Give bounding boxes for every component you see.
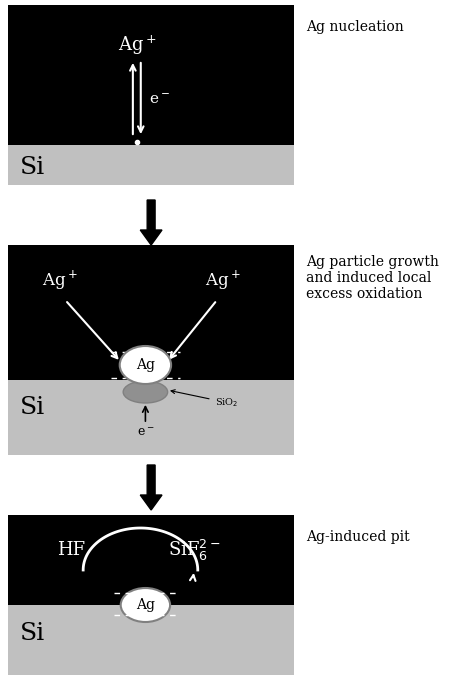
Text: Ag$^+$: Ag$^+$ bbox=[118, 33, 156, 56]
Text: Ag: Ag bbox=[136, 598, 155, 612]
Text: e$^-$: e$^-$ bbox=[137, 426, 154, 439]
Ellipse shape bbox=[121, 588, 170, 622]
Text: SiO$_2$: SiO$_2$ bbox=[171, 390, 238, 409]
Text: Si: Si bbox=[20, 396, 45, 420]
FancyArrow shape bbox=[140, 465, 162, 510]
Text: HF: HF bbox=[57, 541, 85, 559]
Ellipse shape bbox=[123, 381, 168, 403]
Bar bbox=[8, 145, 294, 185]
Text: Ag-induced pit: Ag-induced pit bbox=[306, 530, 410, 544]
Bar bbox=[8, 5, 294, 145]
Text: Ag: Ag bbox=[136, 358, 155, 372]
Bar bbox=[8, 605, 294, 675]
Text: Si: Si bbox=[20, 156, 45, 178]
Ellipse shape bbox=[120, 346, 171, 384]
Text: Ag$^+$: Ag$^+$ bbox=[42, 269, 77, 292]
Text: Si: Si bbox=[20, 622, 45, 645]
Text: Ag$^+$: Ag$^+$ bbox=[205, 269, 241, 292]
Text: SiF$_6^{2-}$: SiF$_6^{2-}$ bbox=[168, 537, 220, 562]
Bar bbox=[8, 515, 294, 605]
Bar bbox=[8, 380, 294, 455]
Bar bbox=[8, 245, 294, 380]
Text: Ag particle growth
and induced local
excess oxidation: Ag particle growth and induced local exc… bbox=[306, 255, 439, 301]
Text: Ag nucleation: Ag nucleation bbox=[306, 20, 404, 34]
FancyArrow shape bbox=[140, 200, 162, 245]
Text: e$^-$: e$^-$ bbox=[149, 92, 170, 107]
